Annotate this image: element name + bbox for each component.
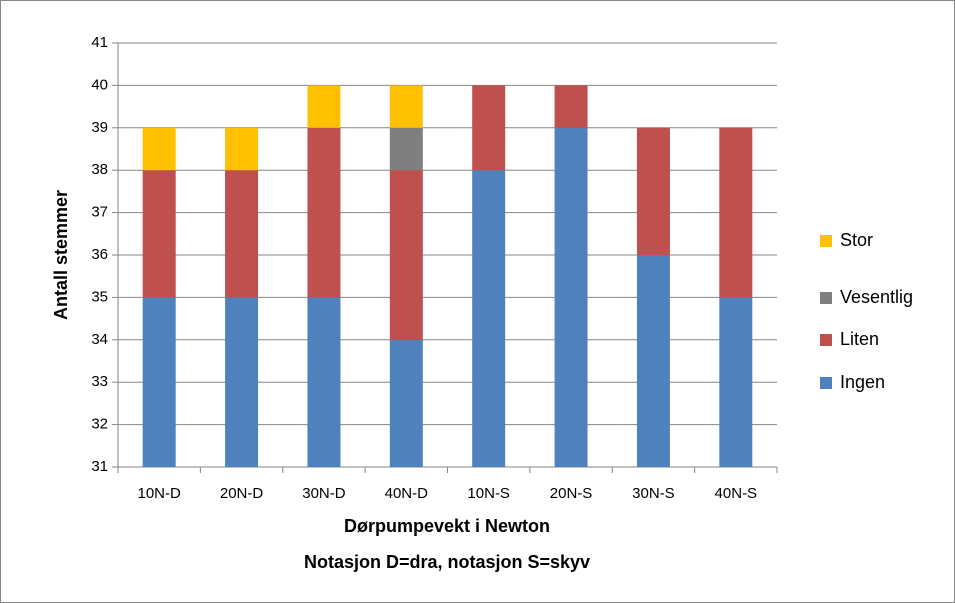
- x-tick-label: 40N-S: [715, 485, 758, 502]
- bar-segment: [225, 297, 259, 467]
- bar-segment: [142, 170, 176, 298]
- bar-segment: [554, 85, 588, 128]
- bar-segment: [307, 127, 341, 298]
- bar-segment: [719, 297, 753, 467]
- y-tick-label: 39: [91, 119, 108, 136]
- x-tick-label: 40N-D: [385, 485, 429, 502]
- bar-segment: [225, 127, 259, 171]
- y-tick-label: 34: [91, 331, 108, 348]
- bar-segment: [307, 297, 341, 467]
- bar-segment: [389, 85, 423, 128]
- legend-swatch: [820, 292, 832, 304]
- bar-segment: [389, 339, 423, 467]
- y-axis-title: Antall stemmer: [51, 190, 71, 320]
- y-tick-label: 32: [91, 416, 108, 433]
- legend-label: Vesentlig: [840, 287, 913, 307]
- legend-label: Ingen: [840, 372, 885, 392]
- bar-segment: [472, 85, 506, 171]
- bar-segment: [142, 127, 176, 171]
- y-tick-label: 38: [91, 161, 108, 178]
- bar-segment: [389, 170, 423, 340]
- bar-segment: [389, 127, 423, 171]
- bar-segment: [472, 170, 506, 467]
- y-tick-label: 40: [91, 76, 108, 93]
- legend-swatch: [820, 235, 832, 247]
- x-tick-label: 30N-S: [632, 485, 675, 502]
- y-tick-label: 35: [91, 288, 108, 305]
- bar-segment: [307, 85, 341, 128]
- bar-segment: [719, 127, 753, 298]
- y-tick-label: 36: [91, 246, 108, 263]
- legend-label: Liten: [840, 329, 879, 349]
- y-tick-label: 37: [91, 204, 108, 221]
- bar-segment: [636, 255, 670, 467]
- y-tick-label: 41: [91, 34, 108, 51]
- x-tick-label: 20N-S: [550, 485, 593, 502]
- y-tick-label: 31: [91, 458, 108, 475]
- bar-segment: [142, 297, 176, 467]
- bar-segment: [636, 127, 670, 255]
- x-tick-label: 10N-D: [138, 485, 182, 502]
- x-axis-title: Dørpumpevekt i Newton: [344, 516, 550, 536]
- x-axis-subtitle: Notasjon D=dra, notasjon S=skyv: [304, 552, 590, 572]
- bar-segment: [554, 127, 588, 468]
- x-tick-label: 30N-D: [302, 485, 346, 502]
- legend-swatch: [820, 334, 832, 346]
- y-tick-label: 33: [91, 373, 108, 390]
- x-tick-label: 20N-D: [220, 485, 264, 502]
- legend-swatch: [820, 377, 832, 389]
- legend-label: Stor: [840, 230, 873, 250]
- x-tick-label: 10N-S: [467, 485, 510, 502]
- bar-segment: [225, 170, 259, 298]
